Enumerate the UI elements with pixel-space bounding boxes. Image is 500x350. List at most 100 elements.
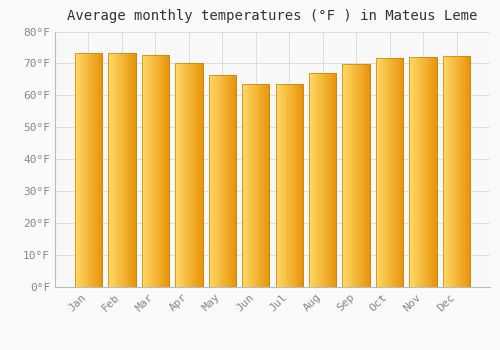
Bar	[265, 84, 266, 287]
Bar	[215, 75, 216, 287]
Bar	[356, 64, 357, 287]
Bar	[416, 57, 418, 287]
Bar	[468, 56, 469, 287]
Bar	[360, 64, 362, 287]
Bar	[156, 55, 157, 287]
Bar	[159, 55, 160, 287]
Bar	[425, 57, 426, 287]
Bar	[413, 57, 414, 287]
Bar	[131, 52, 132, 287]
Bar	[418, 57, 420, 287]
Bar	[453, 56, 454, 287]
Bar	[347, 64, 348, 287]
Bar	[245, 84, 246, 287]
Bar	[291, 84, 292, 287]
Bar	[222, 75, 223, 287]
Bar	[344, 64, 345, 287]
Bar	[332, 73, 334, 287]
Bar	[448, 56, 449, 287]
Bar	[392, 58, 394, 287]
Bar	[402, 58, 404, 287]
Title: Average monthly temperatures (°F ) in Mateus Leme: Average monthly temperatures (°F ) in Ma…	[68, 9, 478, 23]
Bar	[342, 64, 370, 287]
Bar	[160, 55, 161, 287]
Bar	[432, 57, 433, 287]
Bar	[443, 56, 470, 287]
Bar	[282, 84, 283, 287]
Bar	[192, 63, 194, 287]
Bar	[227, 75, 228, 287]
Bar	[368, 64, 369, 287]
Bar	[91, 52, 92, 287]
Bar	[185, 63, 186, 287]
Bar	[93, 52, 94, 287]
Bar	[386, 58, 387, 287]
Bar	[380, 58, 382, 287]
Bar	[397, 58, 398, 287]
Bar	[301, 84, 302, 287]
Bar	[352, 64, 354, 287]
Bar	[286, 84, 288, 287]
Bar	[150, 55, 151, 287]
Bar	[250, 84, 251, 287]
Bar	[86, 52, 88, 287]
Bar	[456, 56, 458, 287]
Bar	[198, 63, 199, 287]
Bar	[210, 75, 212, 287]
Bar	[466, 56, 468, 287]
Bar	[232, 75, 234, 287]
Bar	[421, 57, 422, 287]
Bar	[302, 84, 303, 287]
Bar	[390, 58, 392, 287]
Bar	[224, 75, 225, 287]
Bar	[376, 58, 377, 287]
Bar	[157, 55, 158, 287]
Bar	[300, 84, 301, 287]
Bar	[276, 84, 303, 287]
Bar	[175, 63, 176, 287]
Bar	[96, 52, 98, 287]
Bar	[412, 57, 413, 287]
Bar	[264, 84, 265, 287]
Bar	[298, 84, 300, 287]
Bar	[179, 63, 180, 287]
Bar	[294, 84, 296, 287]
Bar	[290, 84, 291, 287]
Bar	[182, 63, 184, 287]
Bar	[242, 84, 270, 287]
Bar	[152, 55, 154, 287]
Bar	[90, 52, 91, 287]
Bar	[358, 64, 359, 287]
Bar	[88, 52, 90, 287]
Bar	[147, 55, 148, 287]
Bar	[132, 52, 133, 287]
Bar	[364, 64, 366, 287]
Bar	[366, 64, 367, 287]
Bar	[434, 57, 435, 287]
Bar	[423, 57, 424, 287]
Bar	[92, 52, 93, 287]
Bar	[252, 84, 253, 287]
Bar	[176, 63, 177, 287]
Bar	[450, 56, 451, 287]
Bar	[113, 52, 114, 287]
Bar	[84, 52, 85, 287]
Bar	[168, 55, 169, 287]
Bar	[355, 64, 356, 287]
Bar	[208, 75, 210, 287]
Bar	[154, 55, 156, 287]
Bar	[94, 52, 95, 287]
Bar	[354, 64, 355, 287]
Bar	[81, 52, 82, 287]
Bar	[114, 52, 116, 287]
Bar	[376, 58, 404, 287]
Bar	[309, 73, 336, 287]
Bar	[454, 56, 456, 287]
Bar	[223, 75, 224, 287]
Bar	[396, 58, 397, 287]
Bar	[213, 75, 214, 287]
Bar	[95, 52, 96, 287]
Bar	[122, 52, 123, 287]
Bar	[359, 64, 360, 287]
Bar	[110, 52, 111, 287]
